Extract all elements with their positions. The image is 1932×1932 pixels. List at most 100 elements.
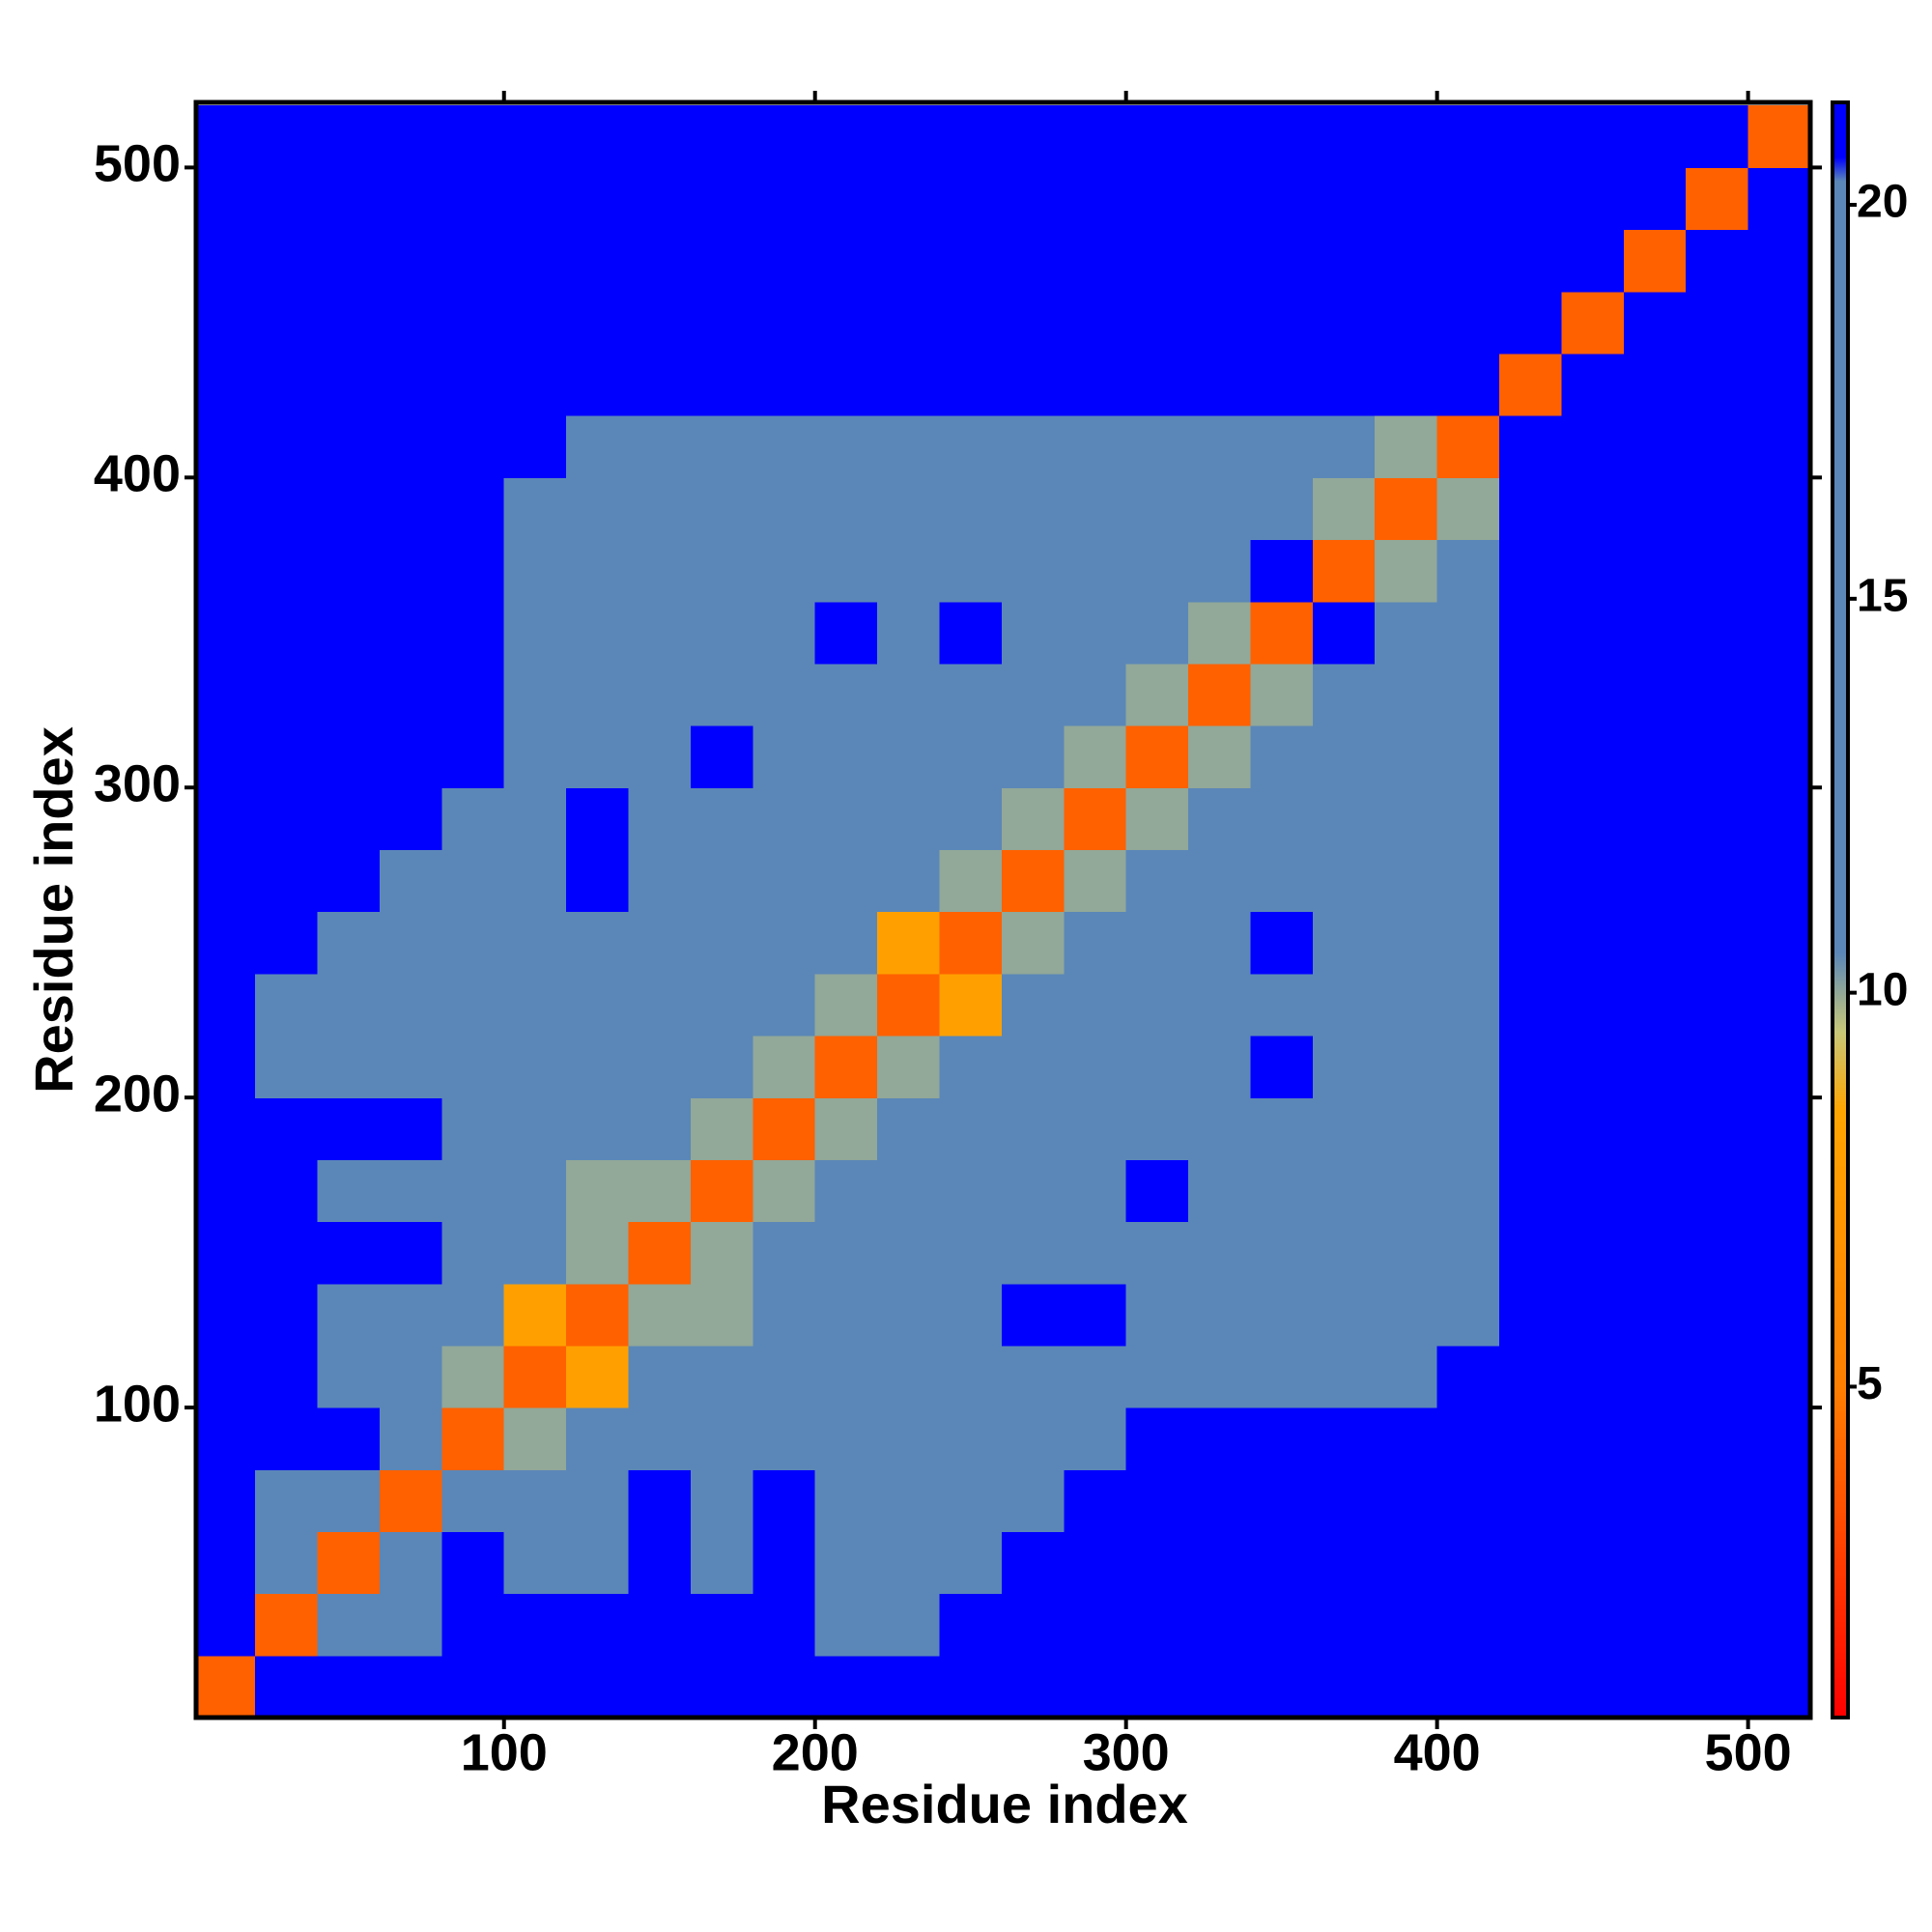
- heatmap-cell: [628, 1097, 692, 1160]
- heatmap-cell: [1001, 539, 1065, 603]
- heatmap-cell: [1250, 353, 1314, 416]
- heatmap-cell: [379, 1407, 442, 1470]
- heatmap-cell: [690, 1035, 753, 1098]
- heatmap-cell: [877, 477, 941, 541]
- heatmap-cell: [1188, 1283, 1252, 1347]
- heatmap-cell: [753, 601, 816, 665]
- heatmap-cell: [379, 663, 442, 726]
- colorbar: [1831, 100, 1850, 1719]
- heatmap-cell: [1188, 973, 1252, 1037]
- heatmap-cell: [1125, 1097, 1189, 1160]
- heatmap-cell: [1561, 167, 1625, 231]
- heatmap-cell: [1686, 1283, 1749, 1347]
- heatmap-cell: [1561, 663, 1625, 726]
- heatmap-cell: [441, 663, 505, 726]
- heatmap-cell: [628, 1035, 692, 1098]
- heatmap-cell: [1747, 1407, 1810, 1470]
- heatmap-cell: [1064, 911, 1127, 975]
- heatmap-cell: [255, 1345, 319, 1408]
- heatmap-cell: [1499, 1283, 1563, 1347]
- heatmap-cell: [939, 1097, 1003, 1160]
- heatmap-cell: [317, 1345, 381, 1408]
- heatmap-cell: [1125, 787, 1189, 851]
- heatmap-cell: [628, 973, 692, 1037]
- heatmap-cell: [1747, 1221, 1810, 1285]
- heatmap-cell: [317, 229, 381, 293]
- heatmap-cell: [1747, 1097, 1810, 1160]
- heatmap-cell: [1064, 415, 1127, 478]
- heatmap-cell: [877, 229, 941, 293]
- heatmap-cell: [1250, 1345, 1314, 1408]
- heatmap-cell: [1064, 1345, 1127, 1408]
- heatmap-cell: [1125, 849, 1189, 913]
- heatmap-cell: [939, 1469, 1003, 1533]
- heatmap-cell: [753, 539, 816, 603]
- heatmap-cell: [255, 105, 319, 168]
- heatmap-cell: [1188, 1407, 1252, 1470]
- heatmap-cell: [1250, 105, 1314, 168]
- heatmap-cell: [1375, 849, 1438, 913]
- heatmap-cell: [1747, 291, 1810, 355]
- heatmap-cell: [1623, 291, 1687, 355]
- heatmap-cell: [1436, 1221, 1500, 1285]
- heatmap-cell: [753, 663, 816, 726]
- heatmap-cell: [1188, 725, 1252, 788]
- heatmap-cell: [1188, 477, 1252, 541]
- heatmap-cell: [1686, 787, 1749, 851]
- heatmap-cell: [753, 911, 816, 975]
- heatmap-cell: [1312, 415, 1376, 478]
- heatmap-cell: [1312, 1035, 1376, 1098]
- heatmap-cell: [1312, 1531, 1376, 1595]
- heatmap-cell: [1064, 1531, 1127, 1595]
- heatmap-cell: [877, 1655, 941, 1718]
- heatmap-cell: [1686, 291, 1749, 355]
- heatmap-cell: [1064, 973, 1127, 1037]
- heatmap-cell: [1312, 167, 1376, 231]
- heatmap-cell: [196, 539, 256, 603]
- heatmap-cell: [566, 1345, 630, 1408]
- heatmap-cell: [877, 167, 941, 231]
- heatmap-cell: [628, 601, 692, 665]
- heatmap-cell: [196, 787, 256, 851]
- heatmap-cell: [379, 911, 442, 975]
- heatmap-cell: [1623, 1283, 1687, 1347]
- heatmap-cell: [814, 1097, 878, 1160]
- heatmap-cell: [503, 539, 567, 603]
- heatmap-cell: [1250, 539, 1314, 603]
- heatmap-cell: [441, 1221, 505, 1285]
- heatmap-cell: [1436, 1097, 1500, 1160]
- heatmap-cell: [814, 663, 878, 726]
- heatmap-cell: [1250, 1159, 1314, 1223]
- heatmap-cell: [379, 415, 442, 478]
- heatmap-cell: [503, 167, 567, 231]
- heatmap-cell: [1686, 1407, 1749, 1470]
- heatmap-cell: [566, 1407, 630, 1470]
- y-tick-label: 400: [94, 445, 181, 503]
- heatmap-cell: [1250, 1283, 1314, 1347]
- heatmap-cell: [1001, 477, 1065, 541]
- heatmap-cell: [503, 1531, 567, 1595]
- heatmap-cell: [753, 1531, 816, 1595]
- heatmap-cell: [753, 167, 816, 231]
- heatmap-cell: [255, 229, 319, 293]
- heatmap-cell: [566, 229, 630, 293]
- heatmap-cell: [939, 849, 1003, 913]
- heatmap-cell: [255, 973, 319, 1037]
- heatmap-cell: [1499, 1531, 1563, 1595]
- heatmap-cell: [196, 353, 256, 416]
- heatmap-cell: [1125, 1221, 1189, 1285]
- heatmap-cell: [1747, 1283, 1810, 1347]
- heatmap-cell: [814, 1283, 878, 1347]
- heatmap-cell: [1561, 1221, 1625, 1285]
- heatmap-cell: [255, 167, 319, 231]
- heatmap-cell: [814, 725, 878, 788]
- heatmap-cell: [1686, 105, 1749, 168]
- heatmap-cell: [1001, 1593, 1065, 1657]
- heatmap-cell: [1375, 477, 1438, 541]
- heatmap-cell: [1561, 1593, 1625, 1657]
- heatmap-cell: [1747, 849, 1810, 913]
- heatmap-cell: [1125, 663, 1189, 726]
- heatmap-cell: [1436, 1345, 1500, 1408]
- heatmap-cell: [1064, 1469, 1127, 1533]
- heatmap-cell: [690, 539, 753, 603]
